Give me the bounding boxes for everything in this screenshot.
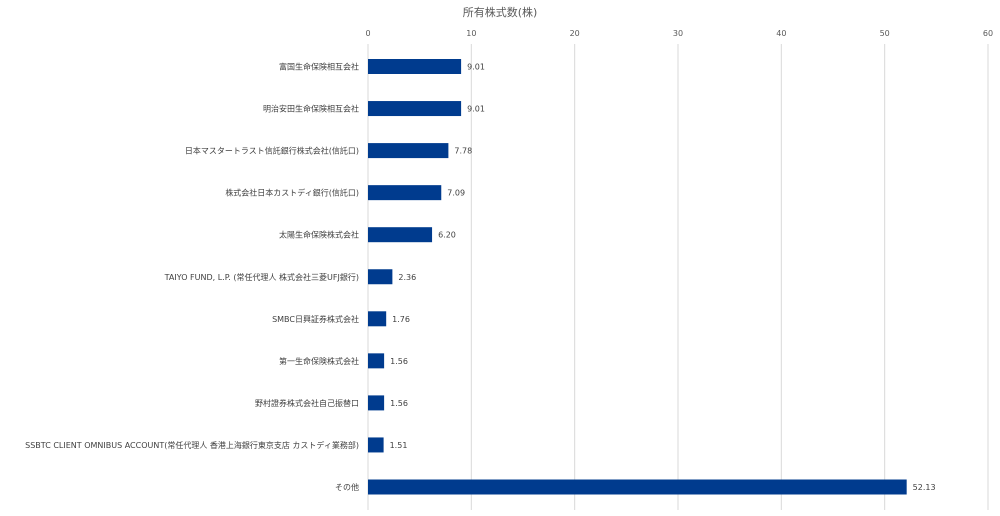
x-tick-label: 0 bbox=[365, 29, 370, 38]
bar bbox=[368, 311, 387, 327]
data-label: 1.76 bbox=[392, 315, 410, 324]
category-label: TAIYO FUND, L.P. (常任代理人 株式会社三菱UFJ銀行) bbox=[164, 272, 359, 282]
x-tick-label: 50 bbox=[880, 29, 890, 38]
x-tick-label: 40 bbox=[776, 29, 786, 38]
data-label: 9.01 bbox=[467, 105, 485, 114]
category-label: SSBTC CLIENT OMNIBUS ACCOUNT(常任代理人 香港上海銀… bbox=[25, 440, 359, 450]
data-label: 9.01 bbox=[467, 63, 485, 72]
data-label: 1.51 bbox=[390, 441, 408, 450]
x-tick-label: 60 bbox=[983, 29, 993, 38]
data-label: 2.36 bbox=[398, 273, 416, 282]
bar bbox=[368, 479, 907, 495]
bar bbox=[368, 143, 449, 159]
bar bbox=[368, 227, 433, 243]
category-label: SMBC日興証券株式会社 bbox=[272, 314, 359, 324]
category-label: その他 bbox=[335, 482, 359, 492]
data-label: 1.56 bbox=[390, 399, 408, 408]
x-tick-label: 10 bbox=[466, 29, 476, 38]
data-label: 7.78 bbox=[454, 147, 472, 156]
bar bbox=[368, 395, 385, 411]
bar bbox=[368, 269, 393, 285]
category-label: 野村證券株式会社自己振替口 bbox=[255, 398, 359, 408]
category-label: 富国生命保険相互会社 bbox=[279, 62, 359, 72]
bar bbox=[368, 353, 385, 369]
data-label: 1.56 bbox=[390, 357, 408, 366]
data-label: 6.20 bbox=[438, 231, 456, 240]
x-tick-label: 20 bbox=[570, 29, 580, 38]
data-label: 7.09 bbox=[447, 189, 465, 198]
category-label: 株式会社日本カストディ銀行(信託口) bbox=[225, 188, 359, 198]
bar bbox=[368, 437, 384, 453]
category-label: 第一生命保険株式会社 bbox=[279, 356, 359, 366]
category-label: 明治安田生命保険相互会社 bbox=[263, 104, 359, 114]
x-tick-label: 30 bbox=[673, 29, 683, 38]
data-label: 52.13 bbox=[913, 483, 936, 492]
bar bbox=[368, 101, 462, 117]
category-label: 日本マスタートラスト信託銀行株式会社(信託口) bbox=[185, 146, 359, 156]
bar bbox=[368, 185, 442, 201]
bar bbox=[368, 59, 462, 74]
x-axis-title: 所有株式数(株) bbox=[463, 5, 538, 19]
category-label: 太陽生命保険株式会社 bbox=[279, 230, 359, 240]
